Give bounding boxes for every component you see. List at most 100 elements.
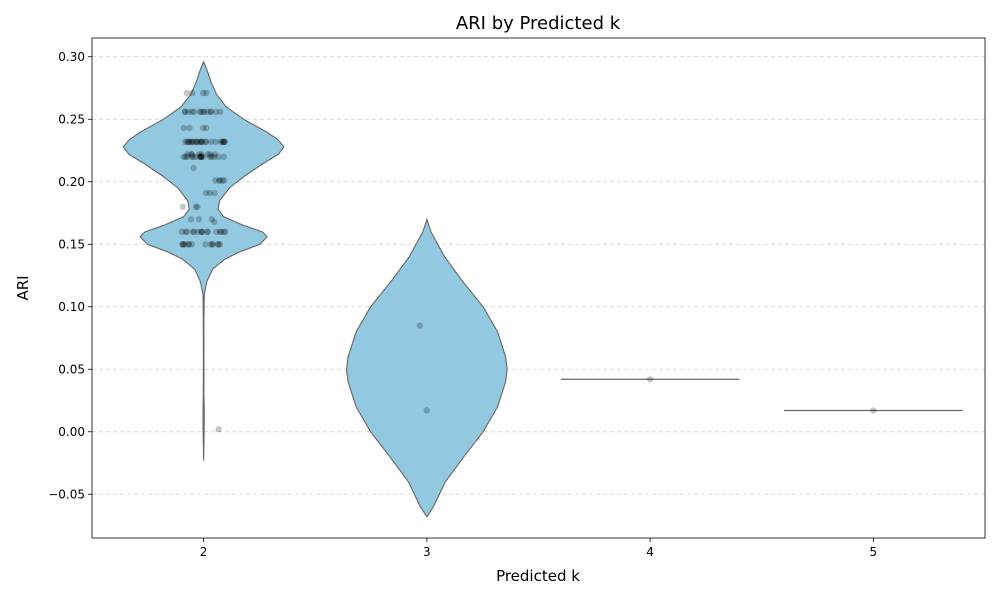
data-point [190, 164, 197, 172]
data-point [193, 138, 201, 145]
data-point [212, 177, 219, 184]
y-tick-label: 0.20 [58, 175, 85, 189]
data-point [203, 89, 210, 97]
data-point [197, 228, 205, 235]
plot-frame [91, 37, 986, 539]
data-point [182, 228, 189, 235]
x-tick-label: 3 [423, 545, 431, 559]
data-point [182, 153, 189, 160]
data-point [215, 426, 222, 433]
data-point [199, 228, 206, 235]
data-point [187, 216, 195, 223]
data-point [221, 138, 229, 145]
y-tick-label: 0.05 [58, 362, 85, 376]
data-point [416, 322, 423, 329]
data-point [198, 228, 205, 235]
data-point [198, 151, 205, 158]
data-point [204, 108, 211, 116]
violin-k2 [122, 60, 285, 461]
data-point [193, 138, 201, 145]
data-point [185, 241, 193, 248]
y-tick-label: 0.25 [58, 112, 85, 126]
data-point [196, 151, 203, 158]
data-point [204, 228, 211, 235]
data-point [199, 124, 207, 132]
data-point [646, 376, 654, 383]
data-point [181, 138, 189, 145]
data-point [192, 153, 200, 160]
data-point [216, 241, 224, 248]
data-point [198, 153, 205, 160]
data-point [220, 153, 227, 160]
data-point [180, 241, 187, 248]
data-points [178, 89, 877, 433]
y-tick-label: 0.30 [58, 50, 85, 64]
data-point [185, 241, 192, 248]
data-point [188, 241, 195, 248]
data-point [183, 138, 191, 145]
data-point [183, 89, 190, 97]
data-point [189, 89, 196, 97]
data-point [186, 138, 194, 145]
data-point [192, 203, 200, 210]
data-point [179, 203, 186, 210]
data-point [197, 153, 205, 160]
data-point [202, 138, 209, 145]
data-point [194, 203, 201, 210]
data-point [209, 241, 216, 248]
data-point [215, 241, 222, 248]
data-point [199, 138, 206, 145]
data-point [216, 177, 223, 184]
data-point [217, 228, 225, 235]
data-point [188, 151, 195, 158]
data-point [196, 138, 204, 145]
data-point [202, 138, 209, 145]
data-point [207, 241, 214, 248]
data-point [186, 124, 193, 132]
data-point [219, 138, 227, 145]
data-point [197, 153, 205, 160]
data-point [200, 153, 207, 160]
data-point [215, 153, 222, 160]
y-tick-label: −0.05 [48, 487, 85, 501]
data-point [185, 108, 192, 116]
data-point [181, 108, 189, 116]
data-point [188, 153, 196, 160]
violins [122, 60, 963, 518]
data-point [198, 138, 205, 145]
data-point [216, 228, 224, 235]
data-point [204, 228, 211, 235]
data-point [217, 108, 224, 116]
data-point [220, 228, 227, 235]
data-point [190, 228, 197, 235]
data-point [193, 138, 200, 145]
data-point [208, 108, 215, 116]
data-point [190, 153, 197, 160]
data-point [202, 189, 210, 197]
data-point [219, 138, 226, 145]
y-tick-label: 0.00 [58, 425, 85, 439]
x-axis-title: Predicted k [496, 567, 580, 585]
data-point [212, 108, 220, 116]
data-point [222, 228, 229, 235]
x-axis: 2 3 4 5 [200, 538, 877, 559]
chart-title: ARI by Predicted k [456, 13, 621, 34]
y-tick-label: 0.15 [58, 237, 85, 251]
data-point [194, 228, 201, 235]
data-point [184, 151, 191, 158]
data-point [180, 124, 187, 132]
data-point [217, 138, 224, 145]
data-point [207, 151, 214, 158]
data-point [207, 108, 214, 116]
data-point [197, 108, 205, 116]
data-point [208, 138, 215, 145]
data-point [208, 153, 215, 160]
data-point [180, 153, 187, 160]
data-point [182, 241, 189, 248]
data-point [215, 241, 222, 248]
data-point [190, 138, 198, 145]
data-point [211, 189, 218, 197]
data-point [211, 151, 219, 158]
data-point [221, 177, 228, 184]
